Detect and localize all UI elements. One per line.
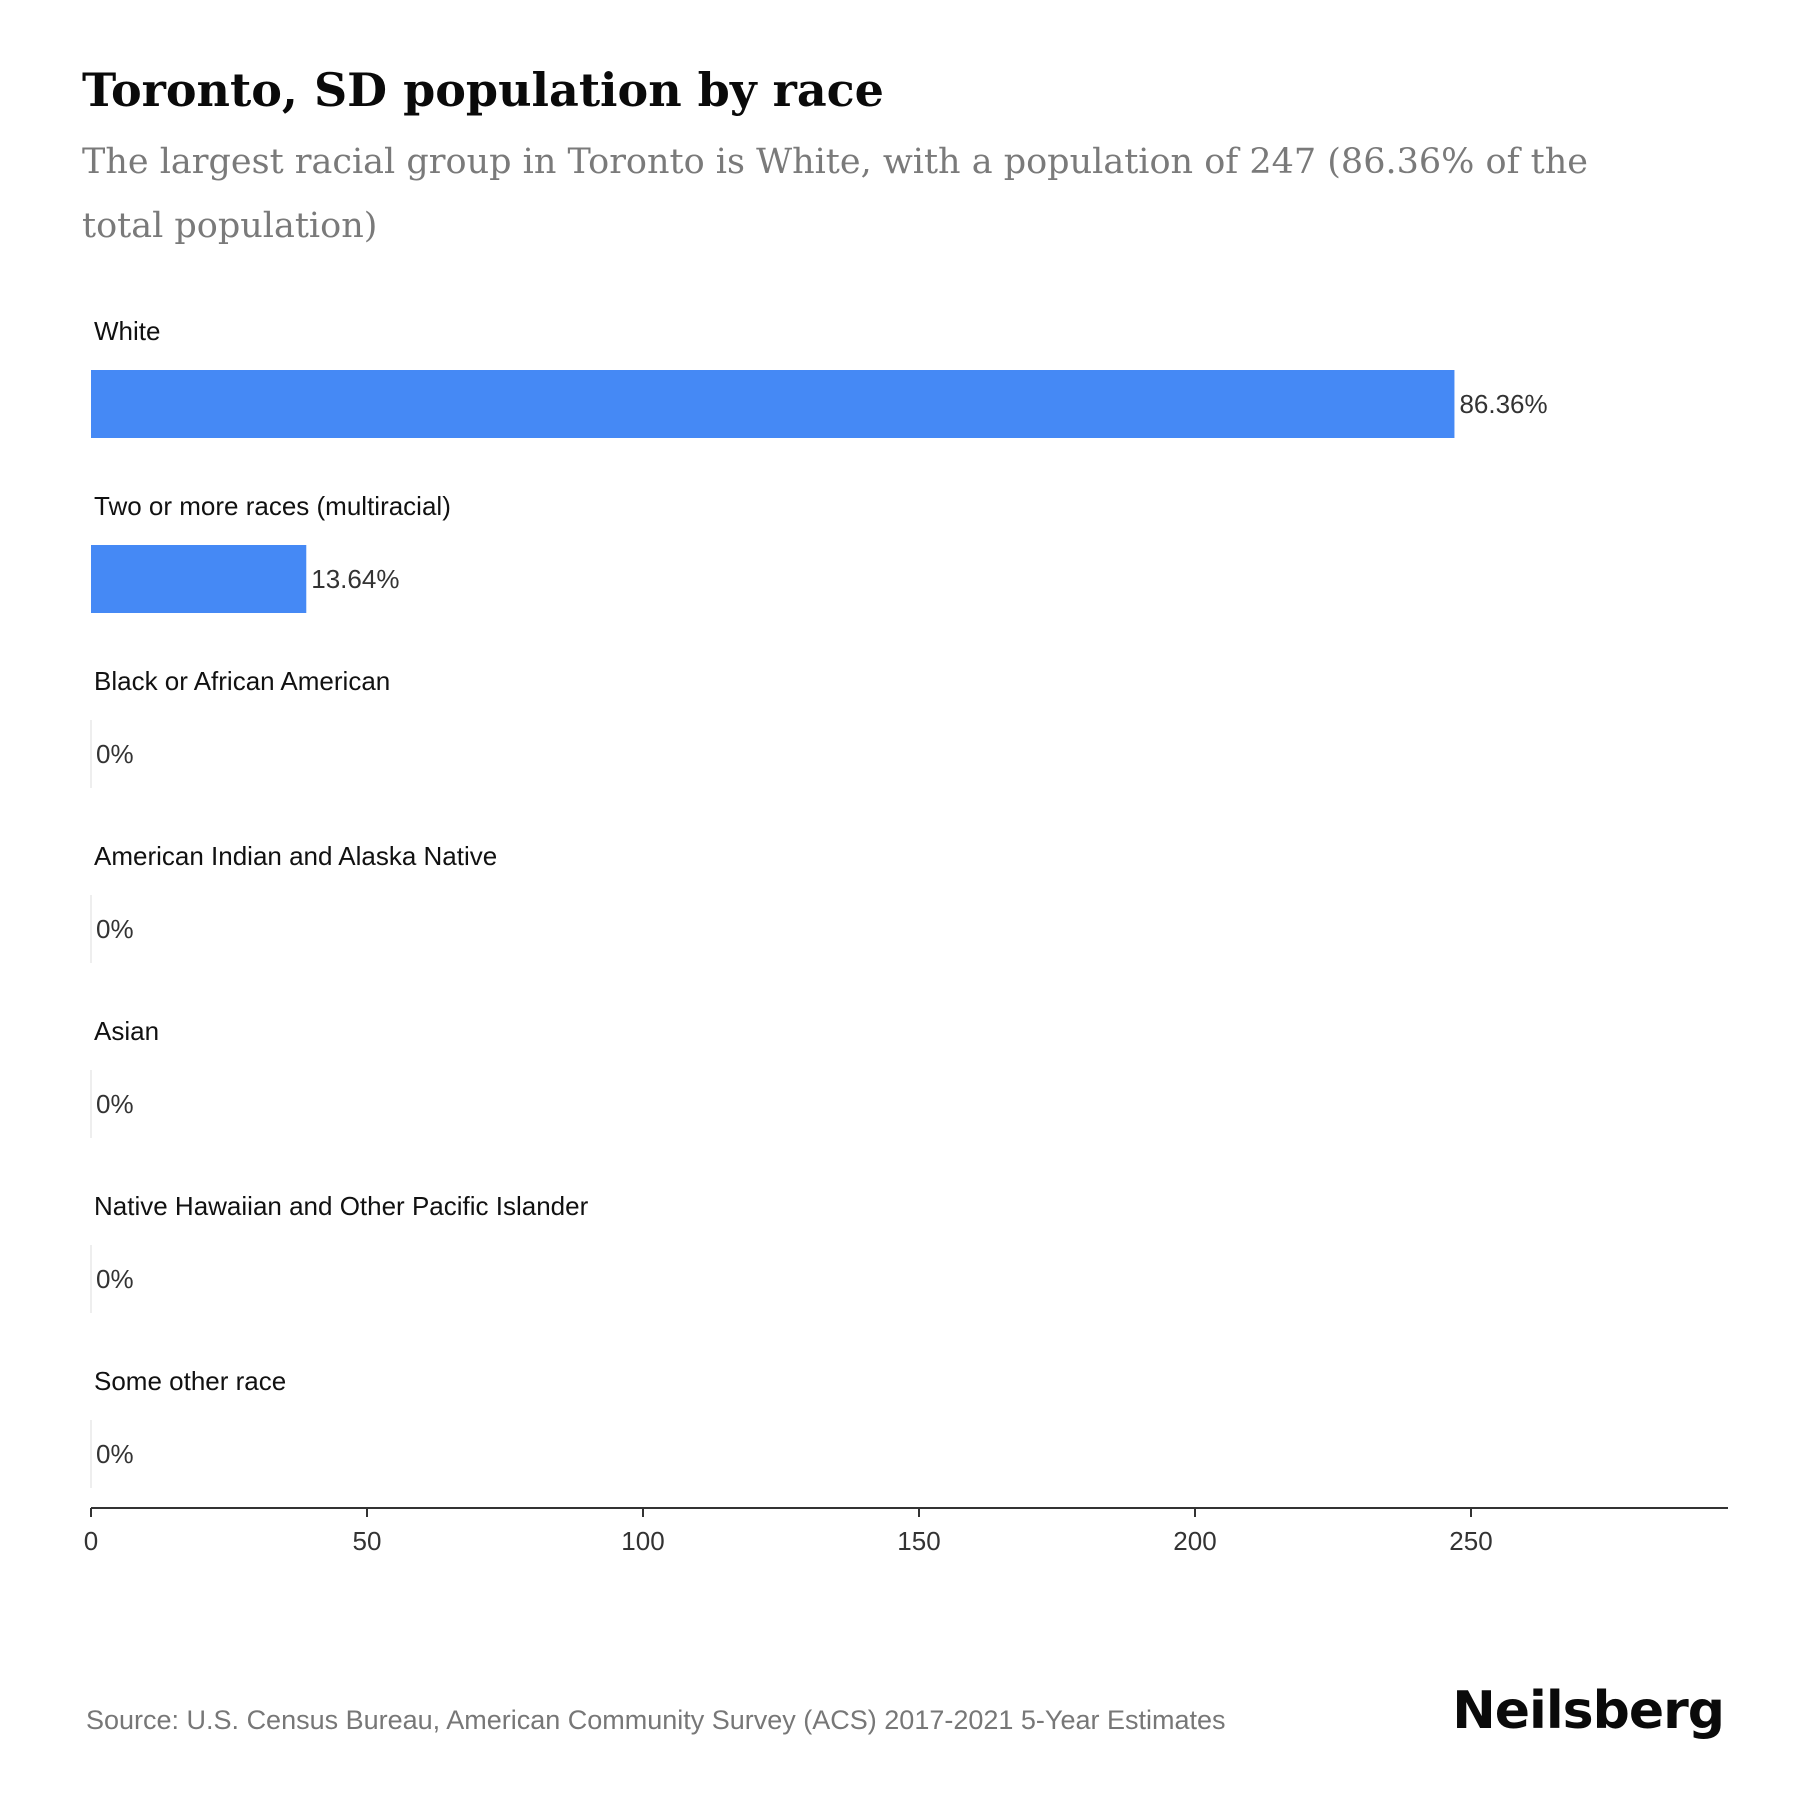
x-tick-label: 100 <box>621 1526 664 1556</box>
value-label: 0% <box>96 1089 134 1119</box>
chart-title: Toronto, SD population by race <box>82 63 884 117</box>
bar <box>91 370 1455 438</box>
value-label: 0% <box>96 914 134 944</box>
category-label: Some other race <box>94 1366 286 1396</box>
category-label: Asian <box>94 1016 159 1046</box>
x-tick-label: 0 <box>84 1526 98 1556</box>
value-label: 0% <box>96 1264 134 1294</box>
category-label: Two or more races (multiracial) <box>94 491 451 521</box>
value-label: 86.36% <box>1459 389 1547 419</box>
x-tick-label: 150 <box>897 1526 940 1556</box>
category-label: Native Hawaiian and Other Pacific Island… <box>94 1191 589 1221</box>
x-tick-label: 50 <box>353 1526 382 1556</box>
x-tick-label: 250 <box>1449 1526 1492 1556</box>
bar-chart: White 86.36% Two or more races (multiracia… <box>84 316 1728 1556</box>
value-label: 13.64% <box>311 564 399 594</box>
category-label: White <box>94 316 160 346</box>
chart-subtitle: The largest racial group in Toronto is W… <box>82 142 1588 246</box>
bar <box>91 545 307 613</box>
value-label: 0% <box>96 739 134 769</box>
category-label: Black or African American <box>94 666 390 696</box>
category-label: American Indian and Alaska Native <box>94 841 497 871</box>
brand-logo: Neilsberg <box>1452 1681 1725 1741</box>
x-tick-label: 200 <box>1173 1526 1216 1556</box>
value-label: 0% <box>96 1439 134 1469</box>
source-note: Source: U.S. Census Bureau, American Com… <box>86 1705 1226 1735</box>
